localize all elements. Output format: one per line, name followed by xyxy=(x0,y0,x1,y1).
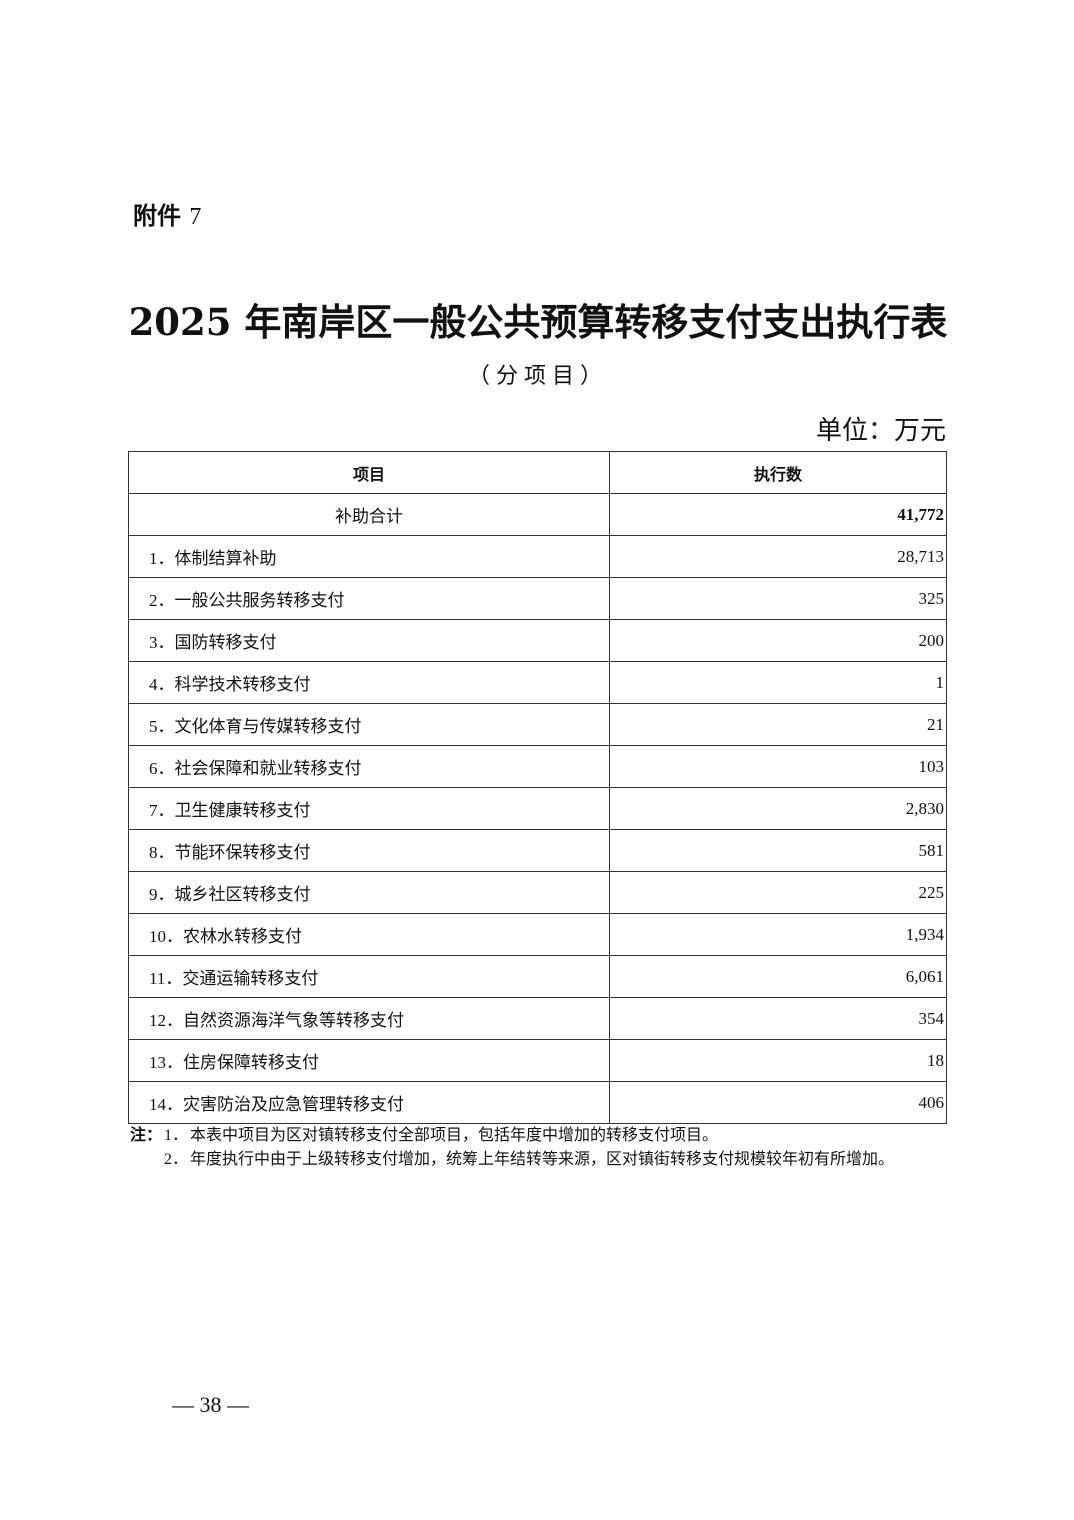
item-value: 6,061 xyxy=(609,955,947,998)
item-value: 354 xyxy=(609,997,947,1040)
item-name: 14．灾害防治及应急管理转移支付 xyxy=(128,1081,610,1124)
item-name: 5．文化体育与传媒转移支付 xyxy=(128,703,610,746)
note-text: 年度执行中由于上级转移支付增加，统筹上年结转等来源，区对镇街转移支付规模较年初有… xyxy=(190,1151,895,1168)
item-value: 21 xyxy=(609,703,947,746)
notes-label: 注： xyxy=(130,1127,163,1144)
item-value: 200 xyxy=(609,619,947,662)
attachment-number: 7 xyxy=(189,204,202,230)
item-value: 1 xyxy=(609,661,947,704)
page-number: — 38 — xyxy=(172,1392,249,1417)
item-value: 18 xyxy=(609,1039,947,1082)
table-row: 11．交通运输转移支付 6,061 xyxy=(128,955,947,998)
item-name: 10．农林水转移支付 xyxy=(128,913,610,956)
item-value: 2,830 xyxy=(609,787,947,830)
header-amount: 执行数 xyxy=(609,451,947,494)
note-number: 1． xyxy=(164,1127,189,1144)
table-row: 5．文化体育与传媒转移支付 21 xyxy=(128,703,947,746)
item-value: 28,713 xyxy=(609,535,947,578)
item-name: 13．住房保障转移支付 xyxy=(128,1039,610,1082)
page-title: 2025 年南岸区一般公共预算转移支付支出执行表 xyxy=(128,300,948,344)
table-row: 3．国防转移支付 200 xyxy=(128,619,947,662)
item-name: 2．一般公共服务转移支付 xyxy=(128,577,610,620)
item-name: 6．社会保障和就业转移支付 xyxy=(128,745,610,788)
item-name: 4．科学技术转移支付 xyxy=(128,661,610,704)
table-row: 10．农林水转移支付 1,934 xyxy=(128,913,947,956)
notes: 注： 1． 本表中项目为区对镇转移支付全部项目，包括年度中增加的转移支付项目。 … xyxy=(130,1124,950,1172)
item-name: 3．国防转移支付 xyxy=(128,619,610,662)
table-row: 4．科学技术转移支付 1 xyxy=(128,661,947,704)
table-row: 14．灾害防治及应急管理转移支付 406 xyxy=(128,1081,947,1124)
item-value: 1,934 xyxy=(609,913,947,956)
item-value: 406 xyxy=(609,1081,947,1124)
attachment-label: 附件 7 xyxy=(133,196,201,231)
note-number: 2． xyxy=(164,1151,189,1168)
table-row: 13．住房保障转移支付 18 xyxy=(128,1039,947,1082)
item-name: 7．卫生健康转移支付 xyxy=(128,787,610,830)
total-value: 41,772 xyxy=(609,493,947,536)
item-value: 581 xyxy=(609,829,947,872)
unit-label: 单位：万元 xyxy=(815,416,946,446)
table-row: 1．体制结算补助 28,713 xyxy=(128,535,947,578)
table-header-row: 项目 执行数 xyxy=(128,451,947,494)
table-row: 9．城乡社区转移支付 225 xyxy=(128,871,947,914)
header-item: 项目 xyxy=(128,451,610,494)
table-row: 2．一般公共服务转移支付 325 xyxy=(128,577,947,620)
transfer-payment-table: 项目 执行数 补助合计 41,772 1．体制结算补助 28,713 2．一般公共服… xyxy=(128,451,947,1124)
item-name: 8．节能环保转移支付 xyxy=(128,829,610,872)
table-row: 6．社会保障和就业转移支付 103 xyxy=(128,745,947,788)
item-value: 225 xyxy=(609,871,947,914)
item-value: 325 xyxy=(609,577,947,620)
table-row: 7．卫生健康转移支付 2,830 xyxy=(128,787,947,830)
item-name: 9．城乡社区转移支付 xyxy=(128,871,610,914)
page-subtitle: （分项目） xyxy=(467,364,608,389)
item-name: 11．交通运输转移支付 xyxy=(128,955,610,998)
table-row: 12．自然资源海洋气象等转移支付 354 xyxy=(128,997,947,1040)
attachment-text: 附件 xyxy=(133,202,181,230)
item-name: 12．自然资源海洋气象等转移支付 xyxy=(128,997,610,1040)
item-name: 1．体制结算补助 xyxy=(128,535,610,578)
total-name: 补助合计 xyxy=(128,493,610,536)
table-row: 8．节能环保转移支付 581 xyxy=(128,829,947,872)
table-total-row: 补助合计 41,772 xyxy=(128,493,947,536)
item-value: 103 xyxy=(609,745,947,788)
note-text: 本表中项目为区对镇转移支付全部项目，包括年度中增加的转移支付项目。 xyxy=(190,1127,719,1144)
